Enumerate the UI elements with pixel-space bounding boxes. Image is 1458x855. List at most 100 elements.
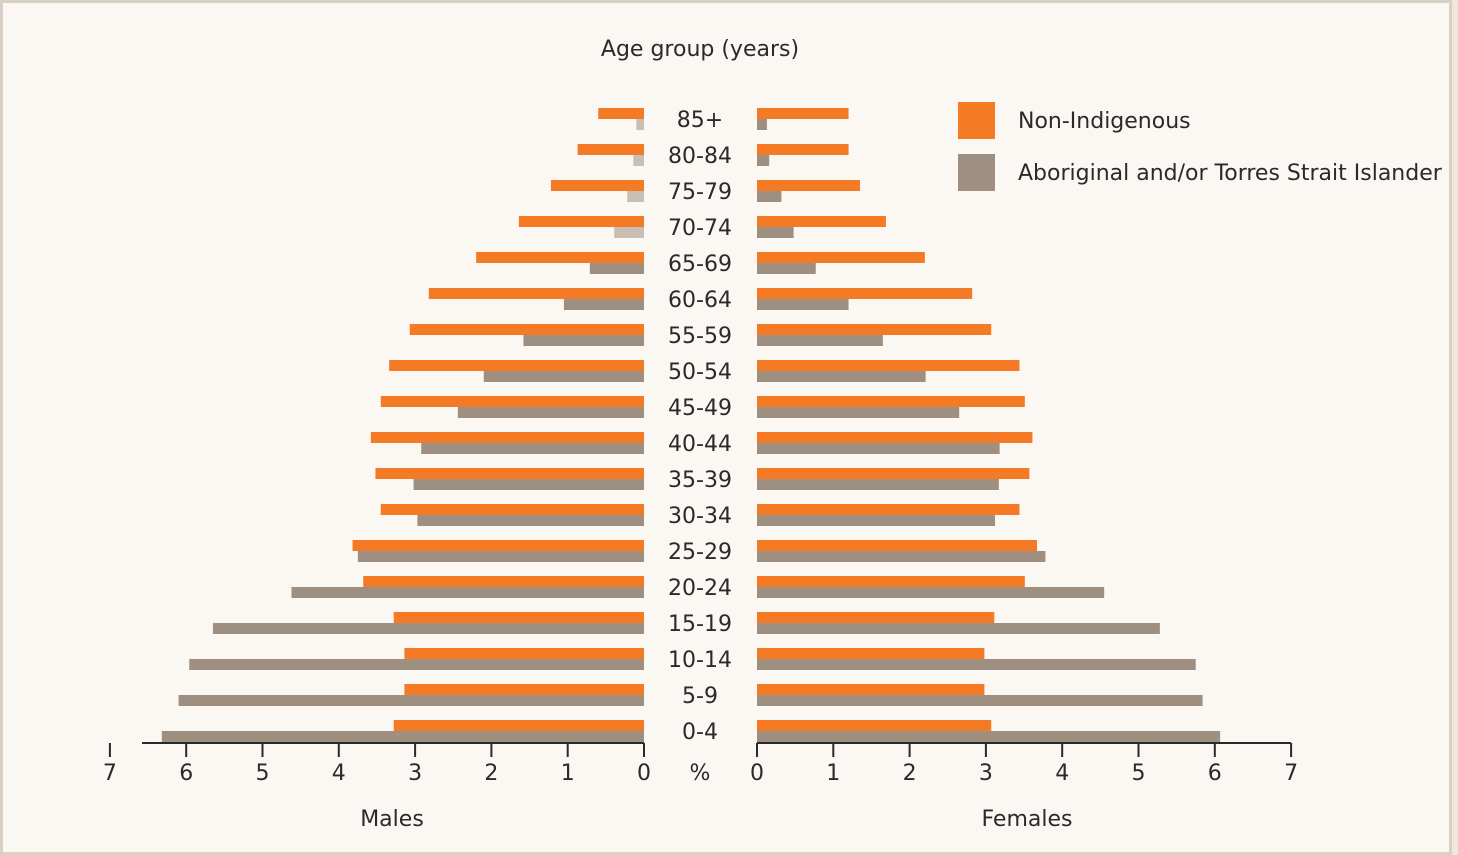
- legend-label-non-indigenous: Non-Indigenous: [1018, 109, 1191, 134]
- legend-swatch-non-indigenous: [958, 102, 995, 139]
- right-axis-tick-label: 3: [979, 761, 993, 786]
- age-group-label: 60-64: [668, 288, 732, 313]
- bar-female-aboriginal: [757, 335, 883, 346]
- bar-male-non-indigenous: [409, 324, 644, 335]
- bar-male-non-indigenous: [352, 540, 644, 551]
- bar-female-non-indigenous: [757, 324, 992, 335]
- bar-male-aboriginal: [483, 371, 644, 382]
- age-group-label: 0-4: [682, 720, 718, 745]
- bar-female-aboriginal: [757, 119, 767, 130]
- age-group-label: 65-69: [668, 252, 732, 277]
- age-group-labels: 85+ 80-84 75-79 70-74 65-69 60-64 55-59 50-54 45…: [668, 108, 732, 745]
- age-group-label: 80-84: [668, 144, 732, 169]
- left-axis-tick-label: 3: [408, 761, 422, 786]
- age-group-label: 20-24: [668, 576, 732, 601]
- bar-male-aboriginal: [563, 299, 644, 310]
- bar-female-non-indigenous: [757, 684, 985, 695]
- bar-male-aboriginal: [636, 119, 644, 130]
- bar-male-non-indigenous: [393, 612, 644, 623]
- right-axis-tick-label: 0: [750, 761, 764, 786]
- bar-male-non-indigenous: [393, 720, 644, 731]
- age-group-label: 55-59: [668, 324, 732, 349]
- right-axis-tick-label: 6: [1208, 761, 1222, 786]
- age-group-label: 75-79: [668, 180, 732, 205]
- bar-female-non-indigenous: [757, 576, 1025, 587]
- left-axis-tick-label: 4: [332, 761, 346, 786]
- age-group-label: 35-39: [668, 468, 732, 493]
- bar-female-aboriginal: [757, 659, 1196, 670]
- bars-group: [161, 108, 1221, 742]
- bar-female-non-indigenous: [757, 360, 1020, 371]
- bar-female-non-indigenous: [757, 288, 973, 299]
- bar-female-non-indigenous: [757, 108, 849, 119]
- bar-female-non-indigenous: [757, 648, 985, 659]
- bar-female-aboriginal: [757, 695, 1203, 706]
- age-group-label: 15-19: [668, 612, 732, 637]
- legend: Non-Indigenous Aboriginal and/or Torres …: [958, 102, 1443, 191]
- bar-male-non-indigenous: [550, 180, 644, 191]
- age-group-label: 85+: [677, 108, 723, 133]
- males-label: Males: [360, 807, 424, 832]
- bar-female-aboriginal: [757, 623, 1160, 634]
- bar-female-aboriginal: [757, 443, 1000, 454]
- bar-female-aboriginal: [757, 299, 849, 310]
- bar-male-aboriginal: [627, 191, 644, 202]
- chart-title: Age group (years): [601, 37, 799, 62]
- bar-female-non-indigenous: [757, 468, 1030, 479]
- bar-male-non-indigenous: [518, 216, 644, 227]
- bar-female-aboriginal: [757, 155, 770, 166]
- left-axis-tick-label: 0: [637, 761, 651, 786]
- right-axis-tick-label: 5: [1132, 761, 1146, 786]
- bar-male-aboriginal: [161, 731, 644, 742]
- bar-female-aboriginal: [757, 407, 960, 418]
- bar-male-non-indigenous: [375, 468, 644, 479]
- bar-male-aboriginal: [589, 263, 644, 274]
- bar-male-aboriginal: [633, 155, 644, 166]
- left-axis-tick-label: 1: [561, 761, 575, 786]
- left-axis-tick-label: 5: [256, 761, 270, 786]
- bar-male-aboriginal: [178, 695, 644, 706]
- bar-male-non-indigenous: [389, 360, 644, 371]
- age-group-label: 40-44: [668, 432, 732, 457]
- bar-male-aboriginal: [413, 479, 644, 490]
- bar-female-aboriginal: [757, 731, 1221, 742]
- bar-female-non-indigenous: [757, 396, 1025, 407]
- bar-male-non-indigenous: [598, 108, 644, 119]
- left-axis-tick-label: 6: [179, 761, 193, 786]
- axis-ticks: 0 0 1 1 2 2 3 3 4 4 5 5 6 6 7 7: [103, 743, 1298, 786]
- bar-female-aboriginal: [757, 551, 1046, 562]
- bar-male-non-indigenous: [577, 144, 644, 155]
- bar-male-non-indigenous: [370, 432, 644, 443]
- left-axis-tick-label: 2: [484, 761, 498, 786]
- bar-female-aboriginal: [757, 263, 816, 274]
- bar-male-non-indigenous: [404, 648, 644, 659]
- bar-female-non-indigenous: [757, 432, 1033, 443]
- bar-male-non-indigenous: [428, 288, 644, 299]
- bar-male-non-indigenous: [404, 684, 644, 695]
- bar-male-aboriginal: [421, 443, 644, 454]
- unit-label: %: [690, 761, 711, 786]
- bar-male-aboriginal: [457, 407, 644, 418]
- bar-female-non-indigenous: [757, 612, 995, 623]
- bar-male-aboriginal: [189, 659, 644, 670]
- bar-female-non-indigenous: [757, 180, 861, 191]
- bar-male-aboriginal: [212, 623, 644, 634]
- bar-male-aboriginal: [357, 551, 644, 562]
- age-group-label: 45-49: [668, 396, 732, 421]
- bar-female-non-indigenous: [757, 216, 886, 227]
- age-group-label: 10-14: [668, 648, 732, 673]
- bar-female-aboriginal: [757, 191, 782, 202]
- age-group-label: 70-74: [668, 216, 732, 241]
- legend-label-aboriginal: Aboriginal and/or Torres Strait Islander: [1018, 161, 1443, 186]
- right-axis-tick-label: 2: [903, 761, 917, 786]
- bar-female-aboriginal: [757, 515, 996, 526]
- bar-male-non-indigenous: [363, 576, 644, 587]
- bar-male-non-indigenous: [380, 396, 644, 407]
- age-group-label: 50-54: [668, 360, 732, 385]
- bar-female-aboriginal: [757, 479, 999, 490]
- bar-female-aboriginal: [757, 227, 794, 238]
- right-axis-tick-label: 7: [1284, 761, 1298, 786]
- bar-male-aboriginal: [614, 227, 644, 238]
